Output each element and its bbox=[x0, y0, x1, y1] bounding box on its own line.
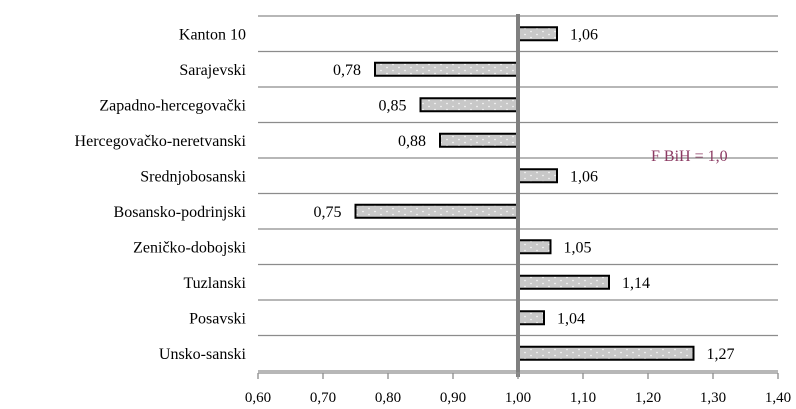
value-label: 1,04 bbox=[557, 310, 585, 327]
category-label: Sarajevski bbox=[179, 62, 246, 79]
x-tick-label: 1,40 bbox=[765, 390, 791, 406]
bar bbox=[517, 26, 558, 42]
bar bbox=[517, 310, 545, 326]
value-label: 1,27 bbox=[707, 346, 735, 363]
category-label: Tuzlanski bbox=[183, 275, 246, 292]
x-tick-label: 0,60 bbox=[245, 390, 271, 406]
value-label: 0,85 bbox=[379, 97, 407, 114]
bar bbox=[517, 274, 610, 290]
category-label: Kanton 10 bbox=[179, 26, 246, 43]
x-tick-label: 0,90 bbox=[440, 390, 466, 406]
category-label: Hercegovačko-neretvanski bbox=[75, 133, 247, 150]
category-label: Zapadno-hercegovački bbox=[99, 97, 246, 114]
bar bbox=[517, 168, 558, 184]
x-tick-label: 1,00 bbox=[505, 390, 531, 406]
category-labels: Kanton 10 Sarajevski Zapadno-hercegovački H… bbox=[75, 26, 247, 363]
reference-label: F BiH = 1,0 bbox=[651, 148, 728, 165]
x-tick-label: 1,20 bbox=[635, 390, 661, 406]
category-label: Bosansko-podrinjski bbox=[114, 204, 247, 221]
value-label: 1,05 bbox=[564, 239, 592, 256]
bar bbox=[439, 132, 519, 148]
bar bbox=[354, 203, 519, 219]
value-label: 1,14 bbox=[622, 275, 650, 292]
x-tick-label: 1,30 bbox=[700, 390, 726, 406]
value-label: 0,78 bbox=[333, 62, 361, 79]
x-tick-label: 0,80 bbox=[375, 390, 401, 406]
value-label: 0,88 bbox=[398, 133, 426, 150]
x-tick-label: 0,70 bbox=[310, 390, 336, 406]
x-tick-label: 1,10 bbox=[570, 390, 596, 406]
bar bbox=[517, 345, 695, 361]
value-label: 1,06 bbox=[570, 168, 598, 185]
bar bbox=[419, 97, 519, 113]
value-label: 0,75 bbox=[314, 204, 342, 221]
bar bbox=[374, 61, 519, 77]
bar bbox=[517, 239, 552, 255]
category-label: Posavski bbox=[189, 310, 246, 327]
value-label: 1,06 bbox=[570, 26, 598, 43]
bars bbox=[354, 14, 695, 377]
value-labels: 1,06 0,78 0,85 0,88 1,06 0,75 1,05 1,14 1,04 1,27 bbox=[314, 26, 735, 363]
category-label: Unsko-sanski bbox=[159, 346, 247, 363]
category-label: Srednjobosanski bbox=[140, 168, 246, 185]
x-axis: 0,60 0,70 0,80 0,90 1,00 1,10 1,20 1,30 1,40 bbox=[245, 372, 791, 406]
category-label: Zeničko-dobojski bbox=[133, 239, 246, 256]
